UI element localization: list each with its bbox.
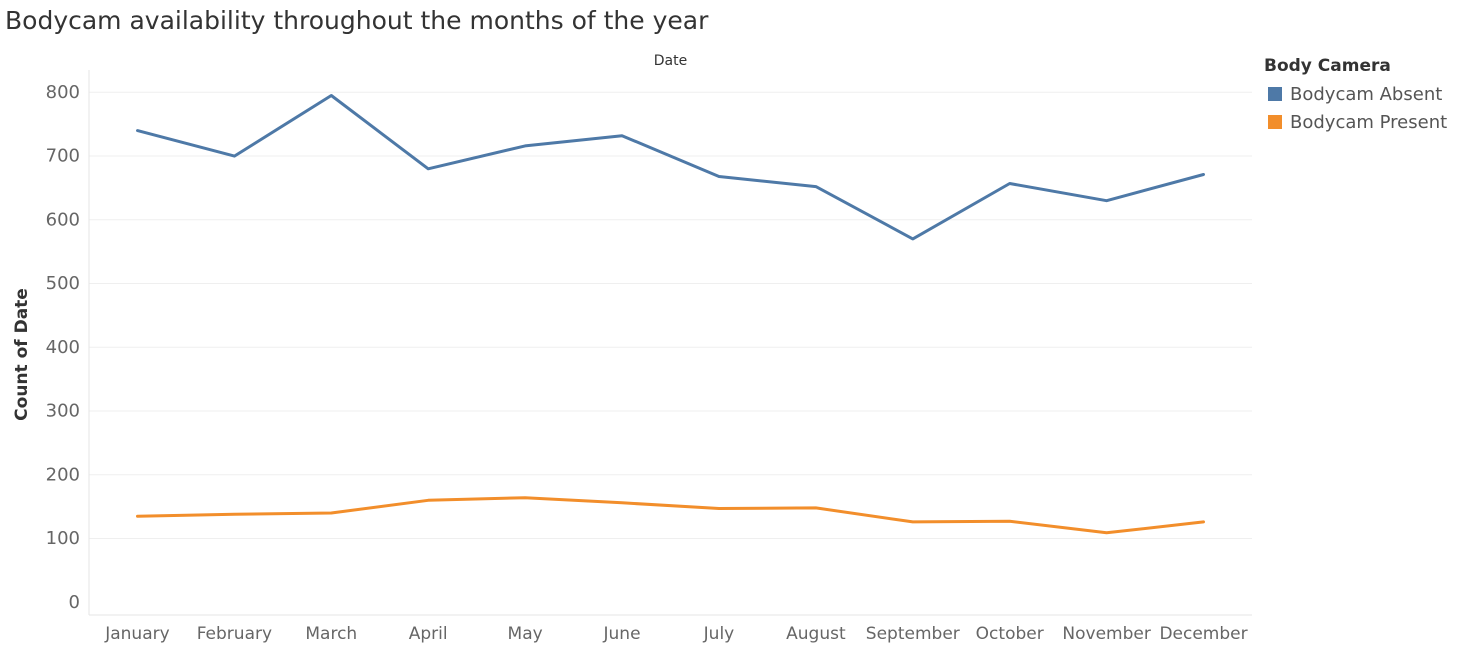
y-tick-label: 300 [46,401,80,422]
y-tick-label: 200 [46,464,80,485]
x-tick-label: July [703,624,735,644]
x-axis-title: Date [654,53,687,69]
x-tick-label: April [409,624,448,644]
y-tick-label: 600 [46,209,80,230]
legend-item[interactable]: Bodycam Present [1268,108,1447,136]
legend-label: Bodycam Present [1290,111,1448,133]
legend-title: Body Camera [1264,56,1391,76]
legend: Body Camera Bodycam Absent Bodycam Presen… [1264,56,1447,136]
y-tick-label: 700 [46,146,80,167]
x-tick-label: October [976,624,1044,644]
y-tick-label: 500 [46,273,80,294]
x-tick-label: February [197,624,272,644]
x-tick-label: September [866,624,960,644]
x-tick-label: November [1062,624,1150,644]
x-tick-label: January [104,624,169,644]
legend-swatch [1268,87,1282,101]
x-tick-label: December [1159,624,1247,644]
x-tick-label: May [508,624,543,644]
chart-title: Bodycam availability throughout the mont… [5,6,709,35]
legend-item[interactable]: Bodycam Absent [1268,80,1447,108]
y-tick-label: 100 [46,528,80,549]
legend-label: Bodycam Absent [1290,83,1443,105]
series-line-bodycam-present [136,496,1205,535]
x-tick-label: June [603,624,641,644]
series-line-bodycam-absent [136,94,1205,241]
y-tick-label: 800 [46,82,80,103]
y-tick-label: 400 [46,337,80,358]
y-axis-title: Count of Date [12,288,32,421]
x-tick-label: March [305,624,357,644]
x-tick-label: August [786,624,846,644]
y-tick-label: 0 [69,592,80,613]
legend-swatch [1268,115,1282,129]
